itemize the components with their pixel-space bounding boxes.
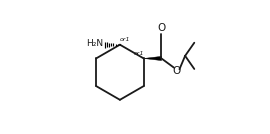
Text: O: O	[173, 66, 181, 76]
Text: or1: or1	[120, 38, 130, 42]
Text: or1: or1	[133, 51, 144, 56]
Text: H₂N: H₂N	[86, 39, 103, 48]
Polygon shape	[144, 56, 161, 61]
Text: O: O	[157, 23, 166, 33]
